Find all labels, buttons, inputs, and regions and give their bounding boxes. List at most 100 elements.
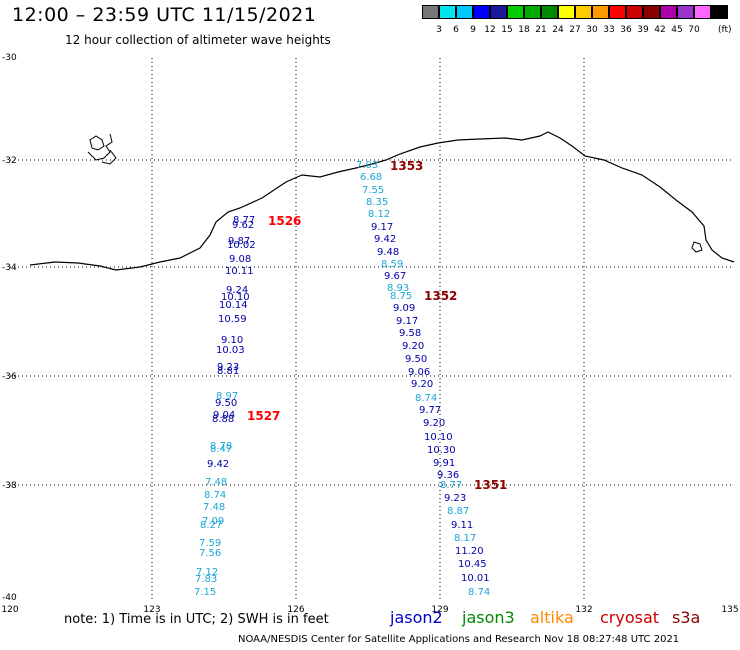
wave-height-value: 9.42 (374, 234, 396, 245)
lat-label: -38 (2, 481, 17, 491)
pass-time-label: 1352 (424, 289, 457, 303)
australia-coastline (29, 131, 735, 271)
satellite-name: jason3 (462, 608, 515, 627)
wave-height-value: 10.45 (458, 559, 487, 570)
wave-height-value: 8.59 (381, 259, 403, 270)
wave-height-value: 8.81 (217, 366, 239, 377)
legend-unit: (ft) (718, 25, 732, 35)
satellite-name: cryosat (600, 608, 660, 627)
pass-time-labels: 1353 1526 1352 1527 1351 (247, 159, 507, 492)
legend-tick: 6 (453, 25, 459, 35)
wave-height-value: 7.03 (356, 160, 378, 171)
lat-label: -40 (2, 593, 17, 603)
legend-swatch (558, 5, 575, 19)
legend-swatch (524, 5, 541, 19)
wave-height-value: 9.24 (226, 285, 248, 296)
wave-height-value: 10.59 (218, 314, 247, 325)
longitude-labels: 120 123 126 129 132 135 (1, 605, 738, 615)
legend-tick: 27 (569, 25, 581, 35)
wave-height-value: 8.74 (415, 393, 437, 404)
legend-tick: 33 (603, 25, 615, 35)
wave-height-value: 8.27 (200, 520, 222, 531)
wave-height-value: 8.47 (210, 444, 232, 455)
legend-tick: 3 (436, 25, 442, 35)
wave-height-value: 10.01 (461, 573, 490, 584)
lon-label: 120 (1, 605, 18, 615)
legend-tick: 39 (637, 25, 649, 35)
wave-height-value: 7.56 (199, 548, 221, 559)
satellite-name: jason2 (390, 608, 443, 627)
wave-height-value: 8.93 (387, 283, 409, 294)
wave-height-value: 10.02 (227, 240, 256, 251)
footer-note: note: 1) Time is in UTC; 2) SWH is in fe… (64, 612, 329, 627)
legend-tick: 30 (586, 25, 598, 35)
coast-islet-east (691, 241, 703, 253)
wave-height-value: 11.20 (455, 546, 484, 557)
legend-swatch (439, 5, 456, 19)
wave-height-value: 9.91 (433, 458, 455, 469)
wave-height-value: 9.06 (408, 367, 430, 378)
lon-label: 126 (287, 605, 304, 615)
wave-height-value: 9.17 (371, 222, 393, 233)
map-title: 12:00 – 23:59 UTC 11/15/2021 (12, 4, 317, 26)
wave-height-value: 8.74 (468, 587, 490, 598)
wave-height-value: 10.10 (221, 292, 250, 303)
graticule (10, 58, 734, 600)
wave-height-value: 9.36 (437, 470, 459, 481)
legend-swatch (711, 5, 728, 19)
wave-height-value: 8.78 (210, 441, 232, 452)
lon-label: 135 (721, 605, 738, 615)
wave-height-value: 10.11 (225, 266, 254, 277)
legend-swatch (541, 5, 558, 19)
legend-tick: 21 (535, 25, 547, 35)
pass-time-label: 1526 (268, 214, 301, 228)
wave-height-value: 9.23 (444, 493, 466, 504)
wave-height-value: 9.04 (213, 410, 235, 421)
wave-height-value: 8.77 (440, 480, 462, 491)
legend-swatch (592, 5, 609, 19)
legend-tick: 18 (518, 25, 530, 35)
wave-height-value: 9.20 (402, 341, 424, 352)
satellite-name: s3a (672, 608, 701, 627)
lat-label: -32 (2, 156, 17, 166)
wave-height-value: 10.14 (219, 300, 248, 311)
wave-height-value: 8.87 (447, 506, 469, 517)
legend-swatch (609, 5, 626, 19)
wave-height-value: 9.87 (228, 236, 250, 247)
map-subtitle: 12 hour collection of altimeter wave hei… (65, 33, 331, 47)
wave-height-value: 8.35 (366, 197, 388, 208)
pass-time-label: 1351 (474, 478, 507, 492)
latitude-labels: -30 -32 -34 -36 -38 -40 (2, 53, 17, 603)
wave-height-value: 7.48 (203, 502, 225, 513)
legend-swatch (677, 5, 694, 19)
lon-label: 129 (431, 605, 448, 615)
wave-height-value: 9.08 (229, 254, 251, 265)
wave-height-value: 9.48 (377, 247, 399, 258)
wave-height-value: 7.12 (196, 567, 218, 578)
wave-height-value: 7.09 (202, 516, 224, 527)
pass-time-label: 1527 (247, 409, 280, 423)
lat-label: -34 (2, 263, 17, 273)
wave-height-value: 9.62 (232, 220, 254, 231)
wave-height-value: 7.15 (194, 587, 216, 598)
legend-swatch (626, 5, 643, 19)
wave-height-value: 7.59 (199, 538, 221, 549)
wave-height-value: 9.11 (451, 520, 473, 531)
wave-height-value: 10.10 (424, 432, 453, 443)
wave-height-value: 9.20 (423, 418, 445, 429)
legend-tick: 15 (501, 25, 513, 35)
wave-height-value: 9.09 (393, 303, 415, 314)
wave-height-value: 8.17 (454, 533, 476, 544)
legend-swatch (694, 5, 711, 19)
wave-height-value: 8.74 (204, 490, 226, 501)
wave-height-value: 8.75 (390, 291, 412, 302)
wave-height-value: 9.50 (405, 354, 427, 365)
tasmania-islet (87, 133, 117, 165)
wave-height-value: 8.88 (212, 414, 234, 425)
wave-height-value: 9.77 (419, 405, 441, 416)
legend-tick: 70 (688, 25, 700, 35)
legend-swatch (473, 5, 490, 19)
wave-height-value: 9.23 (217, 362, 239, 373)
